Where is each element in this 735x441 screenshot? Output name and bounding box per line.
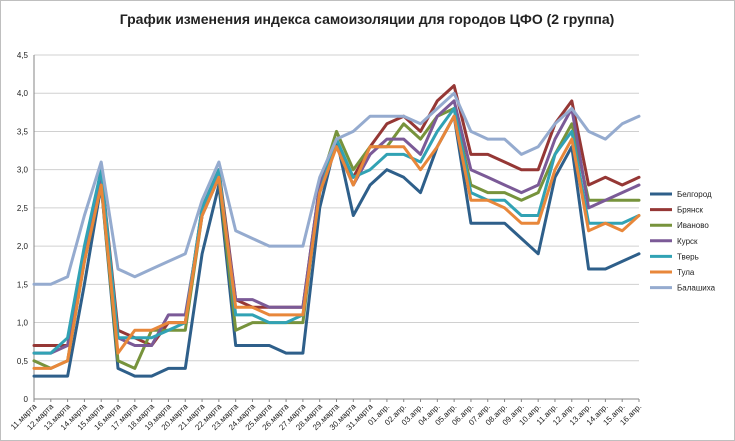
y-tick-label: 1,5	[17, 280, 29, 289]
legend-label: Тверь	[677, 252, 699, 261]
series-line	[32, 91, 641, 286]
y-tick-label: 3,5	[17, 127, 29, 136]
y-tick-label: 3,0	[17, 166, 29, 175]
legend-label: Брянск	[677, 206, 703, 215]
series-lines	[32, 84, 641, 378]
y-tick-label: 1,0	[17, 319, 29, 328]
series-line	[32, 107, 641, 370]
y-tick-label: 4,0	[17, 89, 29, 98]
legend-label: Белгород	[677, 190, 712, 199]
legend-label: Балашиха	[677, 284, 716, 293]
series-line	[32, 114, 641, 370]
y-tick-label: 4,5	[17, 51, 29, 60]
y-tick-label: 2,5	[17, 204, 29, 213]
chart-title: График изменения индекса самоизоляции дл…	[120, 11, 615, 27]
legend-label: Тула	[677, 268, 695, 277]
y-tick-label: 2,0	[17, 242, 29, 251]
y-tick-label: 0	[24, 395, 29, 404]
legend-label: Иваново	[677, 221, 709, 230]
y-tick-label: 0,5	[17, 357, 29, 366]
legend: Белгород Брянск Иваново Курск Тверь Тула Балаш…	[650, 190, 716, 293]
legend-label: Курск	[677, 237, 698, 246]
